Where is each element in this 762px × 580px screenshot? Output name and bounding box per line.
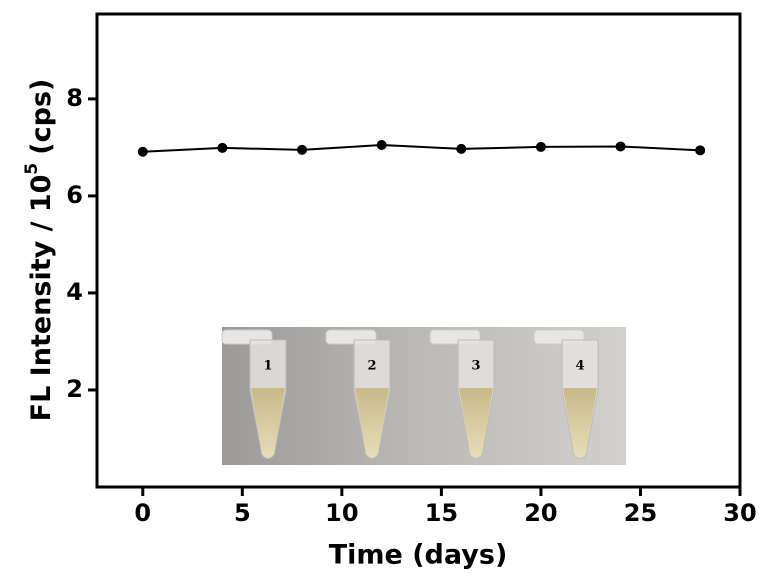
- x-tick-label: 30: [723, 499, 756, 527]
- inset-label: 4: [575, 359, 584, 374]
- y-axis-label: FL Intensity / 105 (cps): [22, 79, 57, 422]
- data-point: [376, 139, 387, 150]
- data-point: [535, 141, 546, 152]
- tube-liquid: [459, 388, 493, 457]
- inset-label: 2: [367, 359, 376, 374]
- y-tick-label: 2: [66, 375, 83, 403]
- plot-frame: [95, 12, 742, 489]
- series-line: [142, 143, 701, 153]
- x-axis-label: Time (days): [329, 540, 508, 571]
- x-tick-label: 0: [134, 499, 151, 527]
- y-tick-label: 8: [66, 84, 83, 112]
- x-tick-label: 15: [425, 499, 458, 527]
- x-tick-label: 5: [234, 499, 251, 527]
- data-point: [217, 142, 228, 153]
- x-tick-label: 20: [524, 499, 557, 527]
- data-point: [695, 145, 706, 156]
- y-tick-label: 6: [66, 181, 83, 209]
- y-label-text: FL Intensity / 10: [26, 175, 57, 422]
- inset-label: 1: [263, 359, 272, 374]
- inset-photo: 1 2 3 4: [221, 327, 626, 465]
- tube-liquid: [355, 388, 389, 457]
- data-point: [615, 141, 626, 152]
- tube-liquid: [251, 388, 285, 457]
- inset-label: 3: [471, 359, 480, 374]
- tube-liquid: [563, 388, 597, 457]
- data-point: [456, 143, 467, 154]
- x-tick-label: 25: [624, 499, 657, 527]
- y-label-exponent: 5: [22, 163, 42, 175]
- data-point: [297, 144, 308, 155]
- y-tick-label: 4: [66, 278, 83, 306]
- y-label-unit: (cps): [26, 79, 57, 155]
- data-point: [137, 146, 148, 157]
- x-tick-label: 10: [325, 499, 358, 527]
